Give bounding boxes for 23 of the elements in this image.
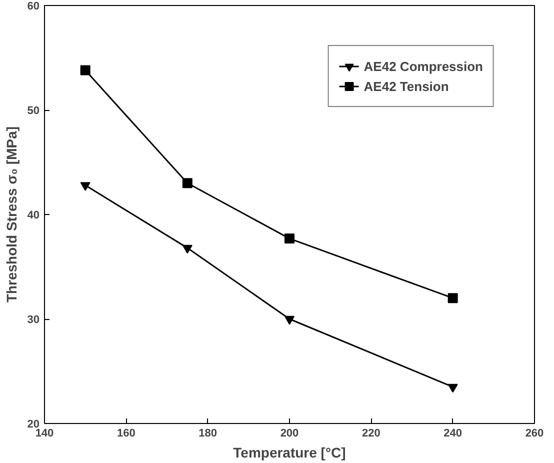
point: [284, 316, 294, 325]
y-tick-label: 30: [27, 314, 40, 326]
x-tick-label: 200: [280, 428, 299, 440]
x-tick-label: 260: [525, 428, 544, 440]
point: [448, 293, 458, 304]
point: [182, 178, 192, 188]
point: [448, 384, 458, 393]
legend-label: AE42 Compression: [364, 58, 483, 74]
x-tick-label: 160: [116, 428, 136, 440]
x-tick-label: 220: [362, 428, 380, 440]
x-tick-label: 240: [444, 428, 462, 440]
point: [80, 65, 90, 76]
x-axis-title: Temperature [°C]: [233, 444, 346, 460]
y-tick-label: 60: [27, 0, 40, 12]
legend-label: AE42 Tension: [364, 78, 449, 94]
y-tick-label: 50: [27, 105, 40, 117]
x-tick-label: 180: [198, 428, 218, 440]
point: [182, 244, 192, 254]
y-axis-title: Threshold Stress σ₀ [MPa]: [3, 126, 20, 303]
y-tick-label: 40: [27, 210, 40, 222]
point: [284, 234, 294, 244]
x-tick-label: 140: [35, 428, 54, 440]
point: [80, 182, 90, 191]
